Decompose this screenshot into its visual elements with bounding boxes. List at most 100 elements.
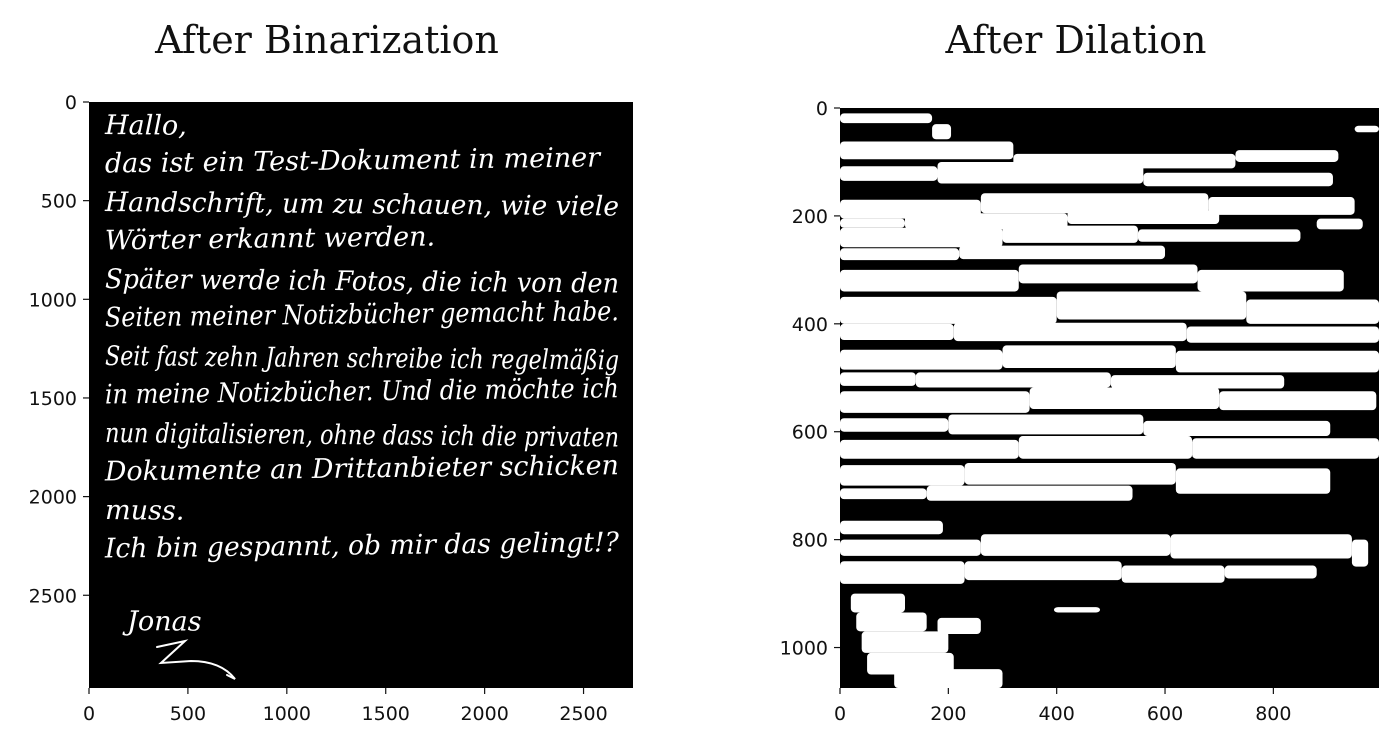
dilation-blob xyxy=(1235,150,1339,162)
dilation-blob xyxy=(840,372,916,386)
dilation-blob xyxy=(840,561,965,584)
dilation-blob xyxy=(1002,345,1176,369)
x-tick-label: 400 xyxy=(1039,703,1075,725)
handwriting-line: Seiten meiner Notizbücher gemacht habe. xyxy=(105,296,619,333)
handwriting-line: in meine Notizbücher. Und die möchte ich xyxy=(105,373,619,410)
dilation-blob xyxy=(1186,326,1379,343)
dilation-blob xyxy=(861,631,949,653)
dilation-blob xyxy=(840,166,938,181)
dilation-blob xyxy=(1121,565,1225,583)
handwriting-line: Jonas xyxy=(122,606,202,638)
dilation-blob xyxy=(1224,565,1317,579)
plot-area-binarization xyxy=(89,102,633,688)
handwriting-line: nun digitalisieren, ohne dass ich die pr… xyxy=(105,418,619,453)
dilation-blob xyxy=(1192,438,1379,459)
dilation-blob xyxy=(1316,218,1363,230)
dilation-blob xyxy=(840,418,949,432)
dilation-blob xyxy=(840,391,1030,413)
handwriting-group: Hallo,das ist ein Test-Dokument in meine… xyxy=(104,110,620,680)
dilation-blob xyxy=(980,534,1171,556)
x-tick-label: 2500 xyxy=(559,703,607,725)
dilation-blob xyxy=(937,161,1144,184)
y-tick-label: 800 xyxy=(792,530,828,552)
x-tick-label: 800 xyxy=(1255,703,1291,725)
dilation-blob xyxy=(1170,534,1352,559)
dilation-blob xyxy=(1143,420,1331,437)
dilation-blob xyxy=(840,539,981,556)
dilation-blob xyxy=(932,124,952,140)
dilation-blob xyxy=(1067,210,1220,224)
handwriting-line: muss. xyxy=(105,495,185,527)
y-tick-label: 1000 xyxy=(29,289,77,311)
x-tick-label: 2000 xyxy=(460,703,508,725)
dilation-blob xyxy=(1137,229,1301,242)
dilation-blob xyxy=(1002,225,1138,243)
dilation-blob xyxy=(959,245,1166,260)
dilation-blob xyxy=(1351,539,1369,567)
handwriting-line: Wörter erkannt werden. xyxy=(105,221,436,256)
dilation-blob xyxy=(1018,436,1193,459)
dilation-blob xyxy=(840,248,960,261)
dilation-blob xyxy=(840,323,954,340)
x-tick-label: 600 xyxy=(1147,703,1183,725)
y-tick-label: 600 xyxy=(792,422,828,444)
handwriting-line: Ich bin gespannt, ob mir das gelingt!? xyxy=(104,527,620,564)
x-tick-label: 1500 xyxy=(362,703,410,725)
dilation-blob xyxy=(1197,269,1344,292)
y-tick-label: 500 xyxy=(41,191,77,213)
dilation-blob xyxy=(953,322,1187,342)
handwriting-line: Seit fast zehn Jahren schreibe ich regel… xyxy=(105,341,619,376)
dilation-blob xyxy=(1143,172,1333,187)
dilation-blob xyxy=(1110,375,1285,389)
dilation-blob xyxy=(840,113,933,124)
chart-title-binarization: After Binarization xyxy=(155,18,499,62)
dilation-blob xyxy=(926,485,1133,501)
signature-flourish xyxy=(156,639,236,680)
dilation-blob xyxy=(840,269,1019,292)
dilation-blob xyxy=(840,520,943,535)
dilation-blob xyxy=(915,372,1111,388)
dilation-blob xyxy=(1018,264,1198,284)
x-tick-label: 500 xyxy=(170,703,206,725)
dilation-blob xyxy=(964,463,1176,485)
dilation-blob xyxy=(840,141,1014,160)
dilation-blob xyxy=(1175,350,1379,373)
x-tick-label: 1000 xyxy=(263,703,311,725)
dilation-blob xyxy=(840,296,1057,324)
x-tick-label: 0 xyxy=(83,703,95,725)
dilation-blob xyxy=(840,439,1019,459)
dilation-blob xyxy=(1029,387,1220,410)
dilation-blob xyxy=(980,193,1209,214)
handwriting-line: Hallo, xyxy=(104,110,187,142)
x-tick-label: 200 xyxy=(930,703,966,725)
y-tick-label: 200 xyxy=(792,206,828,228)
y-tick-label: 400 xyxy=(792,314,828,336)
x-tick-label: 0 xyxy=(834,703,846,725)
dilation-blob xyxy=(1208,197,1355,215)
dilation-blob xyxy=(1354,125,1379,133)
chart-title-dilation: After Dilation xyxy=(945,18,1207,62)
dilation-blob xyxy=(894,669,1003,688)
dilation-blob xyxy=(948,414,1144,435)
dilation-blob xyxy=(1246,299,1379,324)
dilation-blob xyxy=(937,617,981,635)
y-tick-label: 2000 xyxy=(29,487,77,509)
dilation-blob xyxy=(1219,391,1377,411)
dilation-blob xyxy=(840,218,906,228)
handwriting-line: das ist ein Test-Dokument in meiner xyxy=(105,142,603,179)
y-tick-label: 0 xyxy=(816,98,828,120)
dilation-blob xyxy=(964,561,1122,581)
y-tick-label: 1000 xyxy=(780,638,828,660)
dilation-blob xyxy=(840,349,1003,370)
handwriting-line: Dokumente an Drittanbieter schicken xyxy=(104,450,619,487)
y-tick-label: 1500 xyxy=(29,388,77,410)
dilation-blob xyxy=(1053,607,1101,613)
dilation-blobs xyxy=(840,113,1379,688)
dilation-blob xyxy=(840,227,1003,248)
handwriting-line: Handschrift, um zu schauen, wie viele xyxy=(104,187,619,222)
dilation-blob xyxy=(905,213,1068,230)
dilation-blob xyxy=(1056,291,1247,320)
dilation-blob xyxy=(850,593,906,613)
dilation-blob xyxy=(840,488,927,500)
